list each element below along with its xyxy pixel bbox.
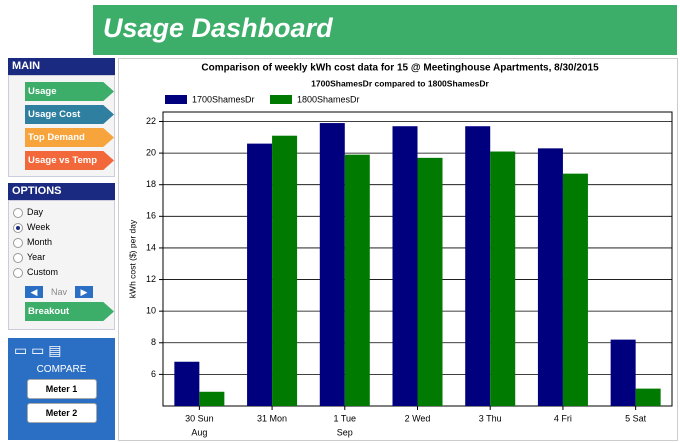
legend-swatch (270, 95, 292, 104)
y-tick-label: 20 (146, 147, 156, 157)
chart-panel (118, 58, 678, 441)
legend-label: 1700ShamesDr (192, 94, 255, 104)
compare-icons: ▭ ▭ ▤ (14, 342, 62, 358)
y-tick-label: 6 (151, 369, 156, 379)
header-title: Usage Dashboard (103, 13, 333, 43)
bar (417, 157, 443, 406)
bar (537, 148, 563, 406)
menu-item[interactable]: Usage (25, 82, 114, 101)
bar (199, 391, 225, 406)
bar (344, 154, 370, 406)
next-button[interactable]: ▶ (75, 286, 94, 298)
meter-list: Meter 1 Meter 2 (8, 379, 115, 423)
header: Usage Dashboard (93, 5, 677, 55)
legend-label: 1800ShamesDr (297, 94, 360, 104)
bar (562, 173, 588, 406)
meter-button[interactable]: Meter 1 (26, 379, 97, 399)
x-tick-label: 4 Fri (554, 413, 572, 423)
x-tick-label: 3 Thu (479, 413, 502, 423)
chart-title: Comparison of weekly kWh cost data for 1… (201, 63, 599, 74)
y-axis-label: kWh cost ($) per day (127, 219, 137, 298)
radio-label: Year (27, 252, 46, 262)
menu-item[interactable]: Usage vs Temp (25, 151, 114, 170)
radio-option[interactable]: Week (9, 220, 114, 235)
bar (635, 388, 661, 406)
radio-option[interactable]: Year (9, 250, 114, 265)
compare-title: COMPARE (36, 364, 87, 375)
radio[interactable] (13, 253, 23, 263)
bar (272, 135, 298, 407)
radio-label: Week (27, 222, 50, 232)
bar (465, 126, 491, 407)
y-tick-label: 10 (146, 306, 156, 316)
radio-label: Month (27, 237, 53, 247)
radio-option[interactable]: Day (9, 205, 114, 220)
radio[interactable] (13, 208, 23, 218)
radio-label: Day (27, 207, 44, 217)
option-list: Day Week Month Year Custom (9, 205, 114, 280)
sidebar: MAIN Usage Usage Cost Top Demand Usage vs T… (8, 58, 115, 440)
menu-item[interactable]: Top Demand (25, 128, 114, 147)
breakout-button[interactable]: Breakout (25, 302, 114, 321)
radio-option[interactable]: Month (9, 235, 114, 250)
y-tick-label: 14 (146, 242, 156, 252)
y-tick-label: 12 (146, 274, 156, 284)
x-tick-label: 31 Mon (257, 413, 287, 423)
x-tick-label: 30 Sun (185, 413, 214, 423)
legend-swatch (165, 95, 187, 104)
y-tick-label: 18 (146, 179, 156, 189)
nav-label: Nav (51, 287, 68, 297)
bar (392, 126, 418, 407)
compare-panel: ▭ ▭ ▤ COMPARE Meter 1 Meter 2 (8, 338, 115, 440)
y-tick-label: 22 (146, 116, 156, 126)
x-group-label: Sep (337, 427, 353, 437)
y-tick-label: 16 (146, 211, 156, 221)
chart-subtitle: 1700ShamesDr compared to 1800ShamesDr (311, 78, 489, 88)
options: Day Week Month Year Custom ◀ Nav ▶ Breakout (8, 200, 115, 330)
x-tick-label: 1 Tue (334, 413, 357, 423)
menu-item[interactable]: Usage Cost (25, 105, 114, 124)
radio[interactable] (13, 268, 23, 278)
radio-option[interactable]: Custom (9, 265, 114, 280)
menu: Usage Usage Cost Top Demand Usage vs Temp (8, 75, 115, 177)
radio[interactable] (13, 223, 23, 233)
x-group-label: Aug (191, 427, 207, 437)
bar (490, 151, 516, 406)
bar (247, 143, 273, 406)
y-tick-label: 8 (151, 337, 156, 347)
bar (319, 123, 345, 406)
x-tick-label: 5 Sat (625, 413, 647, 423)
radio[interactable] (13, 238, 23, 248)
x-tick-label: 2 Wed (405, 413, 431, 423)
radio-label: Custom (27, 267, 59, 277)
section-title: OPTIONS (8, 183, 115, 200)
bar (174, 361, 200, 406)
prev-button[interactable]: ◀ (25, 286, 43, 298)
nav: ◀ Nav ▶ (25, 286, 114, 298)
section-title: MAIN (8, 58, 115, 75)
meter-button[interactable]: Meter 2 (26, 403, 97, 423)
bar (610, 339, 636, 406)
